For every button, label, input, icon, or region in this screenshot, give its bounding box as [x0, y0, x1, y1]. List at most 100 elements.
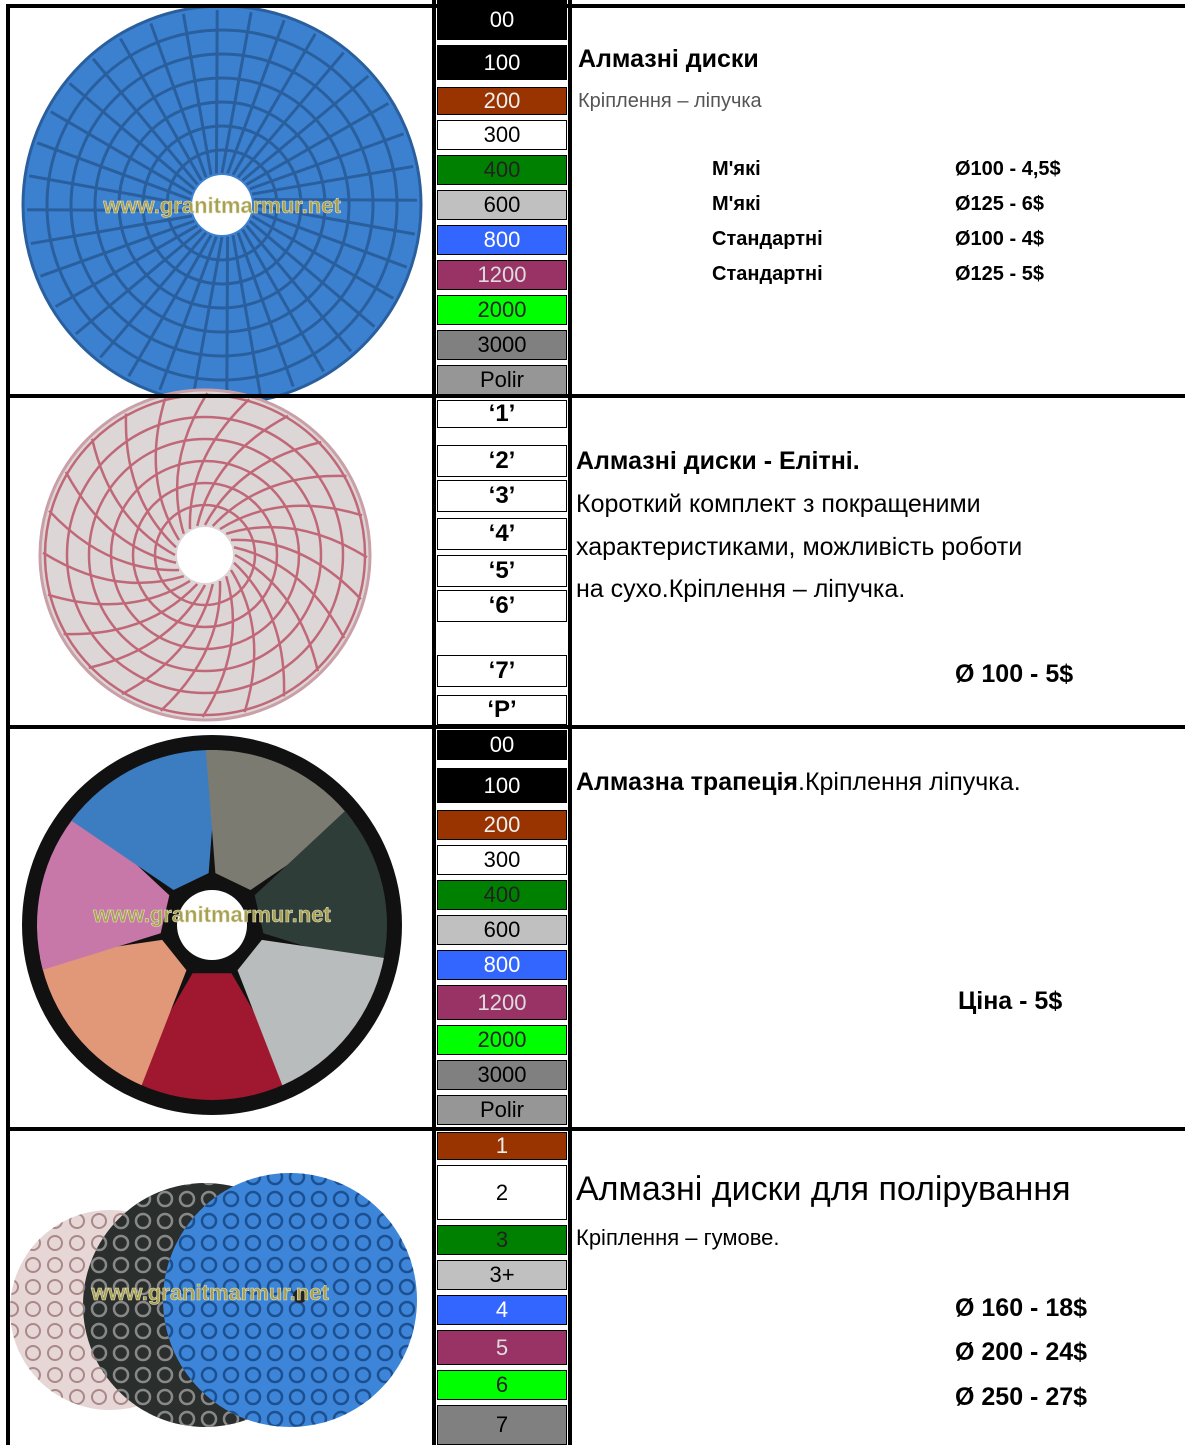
shape: [241, 228, 325, 373]
watermark: www.granitmarmur.net: [92, 902, 331, 927]
grit-cell: ‘6’: [437, 590, 567, 622]
grit-cell: ‘7’: [437, 655, 567, 687]
grit-cell: 2: [437, 1165, 567, 1220]
shape: [30, 214, 193, 246]
price-type: М'які: [712, 193, 761, 215]
shape: [93, 76, 351, 334]
shape: [154, 397, 181, 541]
grit-cell: ‘P’: [437, 695, 567, 725]
shape: [191, 236, 224, 399]
grit-cell: 400: [437, 880, 567, 910]
shape: [39, 219, 195, 278]
shape: [201, 575, 235, 718]
shape: [121, 583, 214, 696]
product-title: Алмазні диски для полірування: [576, 1170, 1071, 1208]
shape: [245, 224, 353, 353]
description-line: на сухо.Кріплення – ліпучка.: [576, 575, 906, 603]
shape: [117, 100, 327, 310]
grit-cell: 00: [437, 730, 567, 760]
shape: [130, 973, 294, 1100]
border: [6, 4, 10, 1445]
product-title: Алмазні диски: [578, 45, 759, 73]
shape: [181, 13, 213, 176]
grit-cell: 2000: [437, 1025, 567, 1055]
price: Ø 200 - 24$: [955, 1338, 1088, 1366]
shape: [251, 214, 394, 300]
product-images: www.granitmarmur.net www.granitmarmur.ne…: [10, 4, 423, 1427]
shape: [188, 398, 251, 530]
shape: [27, 208, 191, 213]
shape: [64, 471, 177, 564]
grit-cell: Polir: [437, 1095, 567, 1125]
shape: [175, 392, 209, 535]
shape: [65, 415, 345, 695]
grit-cell: 2000: [437, 295, 567, 325]
shape: [71, 750, 219, 891]
price: Ціна - 5$: [958, 987, 1063, 1015]
shape: [253, 203, 416, 236]
shape: [226, 19, 286, 175]
grit-cell: 3+: [437, 1260, 567, 1290]
shape: [50, 110, 193, 196]
price: Ø100 - 4,5$: [955, 158, 1061, 180]
grit-cell: 3: [437, 1225, 567, 1255]
shape: [211, 474, 347, 527]
shape: [229, 569, 256, 713]
shape: [91, 57, 199, 186]
shape: [40, 939, 187, 1086]
shape: [165, 148, 279, 262]
shape: [42, 551, 185, 585]
grit-cell: 3000: [437, 1060, 567, 1090]
price-type: Стандартні: [712, 263, 823, 285]
grit-cell: 600: [437, 190, 567, 220]
grit-cell: 300: [437, 845, 567, 875]
product-subtitle: Кріплення – гумове.: [576, 1225, 780, 1250]
shape: [225, 236, 230, 400]
shape: [149, 22, 208, 178]
shape: [47, 579, 191, 606]
price: Ø100 - 4$: [955, 228, 1044, 250]
title-bold: Алмазна трапеція: [576, 768, 799, 796]
price: Ø 160 - 18$: [955, 1294, 1088, 1322]
shape: [48, 509, 180, 572]
shape: [252, 209, 408, 269]
title-rest: .Кріплення ліпучка.: [798, 768, 1021, 796]
product-subtitle: Кріплення – ліпучка: [578, 90, 762, 112]
watermark: www.granitmarmur.net: [102, 193, 341, 218]
price-type: Стандартні: [712, 228, 823, 250]
grit-cell: ‘3’: [437, 480, 567, 512]
grit-cell: 300: [437, 120, 567, 150]
grit-cell: Polir: [437, 365, 567, 395]
price-type: М'які: [712, 158, 761, 180]
grit-cell: 800: [437, 225, 567, 255]
disc-image: [38, 388, 372, 722]
shape: [248, 219, 376, 328]
shape: [177, 890, 247, 960]
shape: [159, 580, 222, 712]
shape: [231, 234, 263, 397]
grit-cell: 400: [437, 155, 567, 185]
grit-cell: 1: [437, 1132, 567, 1160]
shape: [131, 481, 279, 629]
shape: [177, 527, 233, 583]
shape: [119, 37, 203, 182]
shape: [234, 553, 320, 672]
shape: [45, 28, 399, 382]
shape: [254, 811, 387, 970]
grit-cell: 4: [437, 1295, 567, 1325]
shape: [99, 231, 208, 359]
shape: [196, 414, 289, 527]
grit-cell: 6: [437, 1370, 567, 1400]
grit-cell: 200: [437, 87, 567, 115]
shape: [203, 440, 322, 526]
shape: [109, 459, 301, 651]
shape: [127, 234, 213, 377]
disc-image: [21, 4, 423, 406]
description-line: характеристиками, можливість роботи: [576, 533, 1023, 561]
shape: [236, 232, 295, 388]
shape: [237, 939, 384, 1086]
grit-cell: 5: [437, 1330, 567, 1365]
product-title: Алмазні диски - Елітні.: [576, 447, 860, 475]
grit-cell: 1200: [437, 260, 567, 290]
